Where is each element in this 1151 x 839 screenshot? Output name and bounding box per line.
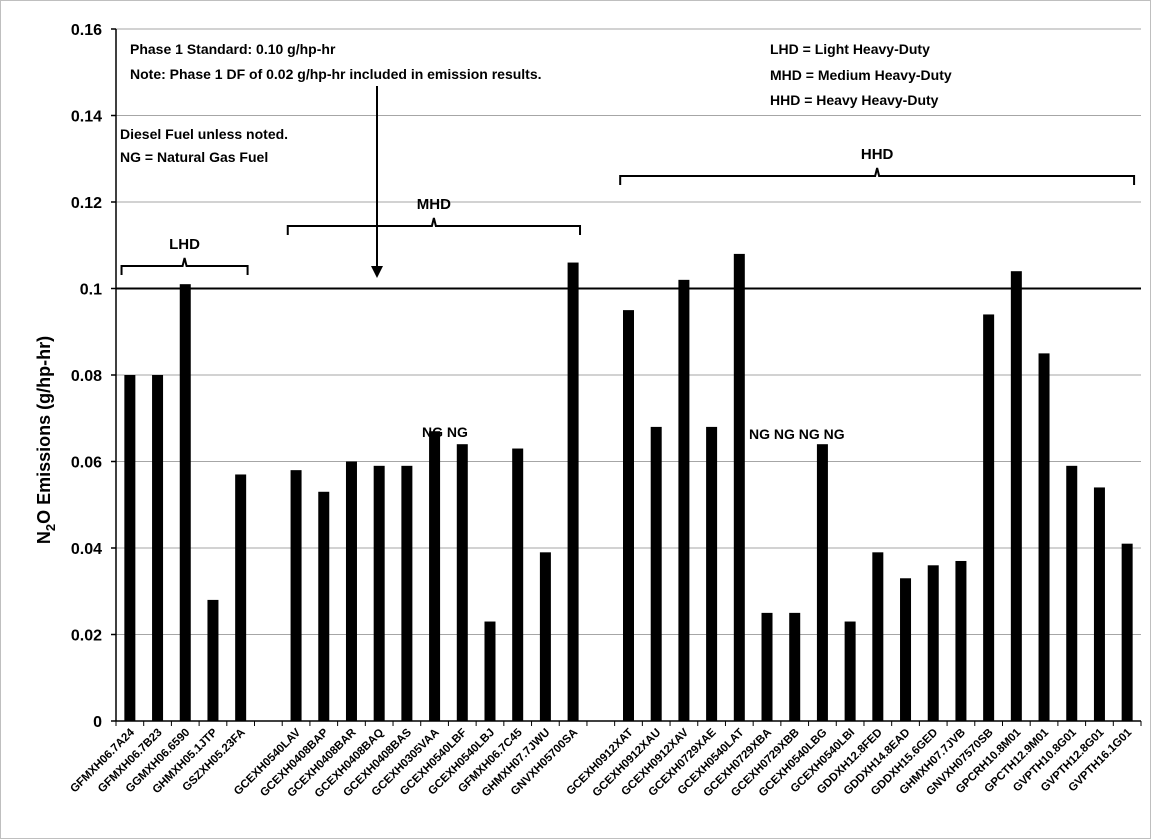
- y-axis-label-rest: O Emissions (g/hp-hr): [34, 336, 54, 524]
- bar: [235, 474, 247, 721]
- bar: [816, 444, 828, 721]
- bar: [872, 552, 884, 721]
- legend-mhd: MHD = Medium Heavy-Duty: [770, 67, 952, 83]
- bar: [1066, 465, 1078, 721]
- arrow-head: [371, 266, 383, 278]
- fuel-note-line2: NG = Natural Gas Fuel: [120, 149, 268, 165]
- group-label: LHD: [169, 236, 200, 253]
- y-tick-label: 0.16: [71, 22, 102, 39]
- bar: [733, 253, 745, 721]
- group-label: HHD: [861, 146, 894, 163]
- bar: [761, 612, 773, 721]
- bar: [650, 426, 662, 721]
- bar: [484, 621, 496, 721]
- y-tick-label: 0: [93, 714, 102, 731]
- group-brackets: LHD MHD HHD: [120, 146, 1136, 275]
- standard-arrow: [371, 86, 383, 278]
- legend-hhd: HHD = Heavy Heavy-Duty: [770, 92, 939, 108]
- bar: [373, 465, 385, 721]
- bar: [983, 314, 995, 721]
- phase1-df-note: Note: Phase 1 DF of 0.02 g/hp-hr include…: [130, 66, 542, 82]
- bar: [1010, 271, 1022, 721]
- bar: [1121, 543, 1133, 721]
- bar: [318, 491, 330, 721]
- bar: [567, 262, 579, 721]
- bar: [456, 444, 468, 721]
- bar: [706, 426, 718, 721]
- y-tick-label: 0.04: [71, 541, 102, 558]
- y-tick-label: 0.08: [71, 368, 102, 385]
- group-bracket: [120, 257, 249, 275]
- y-tick-labels: 0 0.02 0.04 0.06 0.08 0.1 0.12 0.14 0.16: [71, 22, 102, 731]
- bar: [789, 612, 801, 721]
- bar: [1093, 487, 1105, 721]
- y-axis-label-sub: 2: [43, 524, 58, 531]
- ng-label-mhd: NG NG: [422, 424, 468, 440]
- y-axis-label-main: N: [34, 531, 54, 544]
- ng-label-hhd: NG NG NG NG: [749, 426, 845, 442]
- group-bracket: [619, 167, 1136, 185]
- bars: [124, 253, 1133, 721]
- group-bracket: [286, 217, 582, 235]
- bar: [539, 552, 551, 721]
- bar: [678, 279, 690, 721]
- bar: [179, 284, 191, 721]
- y-tick-label: 0.12: [71, 195, 102, 212]
- legend-lhd: LHD = Light Heavy-Duty: [770, 41, 930, 57]
- y-axis-label: N2O Emissions (g/hp-hr): [34, 336, 58, 544]
- y-tick-label: 0.02: [71, 628, 102, 645]
- bar: [1038, 353, 1050, 721]
- bar: [345, 461, 357, 721]
- bar: [623, 310, 634, 721]
- y-tick-label: 0.1: [80, 282, 102, 299]
- group-label: MHD: [417, 196, 451, 213]
- axes: [111, 28, 1142, 726]
- bar: [927, 565, 939, 721]
- phase1-standard-note: Phase 1 Standard: 0.10 g/hp-hr: [130, 41, 336, 57]
- y-tick-label: 0.14: [71, 109, 102, 126]
- bar: [512, 448, 524, 721]
- bar: [844, 621, 856, 721]
- bar: [429, 431, 441, 721]
- bar: [401, 465, 413, 721]
- fuel-note-line1: Diesel Fuel unless noted.: [120, 126, 288, 142]
- y-tick-label: 0.06: [71, 455, 102, 472]
- bar: [152, 375, 164, 721]
- bar: [207, 599, 219, 721]
- bar: [955, 560, 967, 721]
- bar: [124, 375, 136, 721]
- bar: [290, 470, 302, 721]
- bar: [900, 578, 912, 721]
